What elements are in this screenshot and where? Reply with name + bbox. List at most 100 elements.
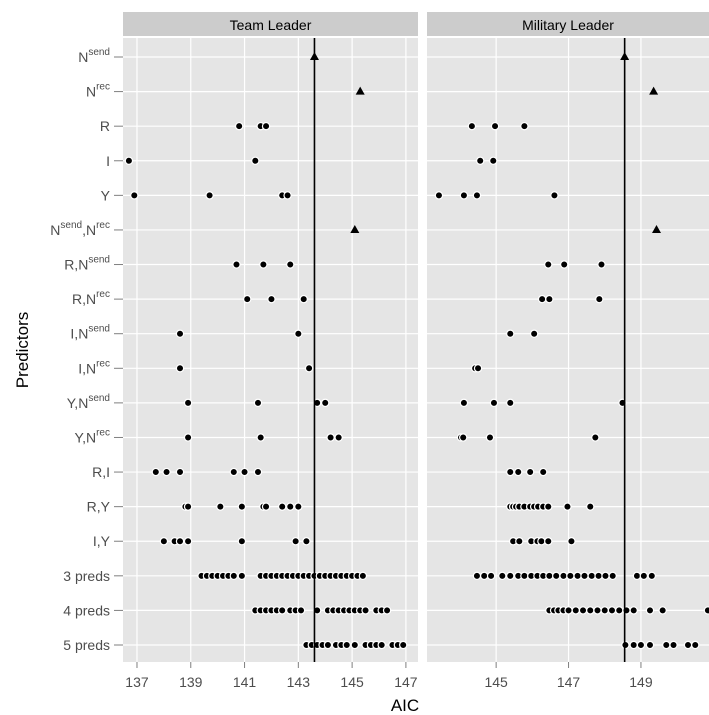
point (159, 537, 169, 546)
point (240, 467, 249, 477)
label-part: 5 preds (63, 637, 110, 653)
point (544, 537, 553, 546)
point (183, 398, 193, 408)
point (304, 364, 314, 373)
x-tick-label: 145 (340, 674, 364, 690)
point (205, 191, 214, 200)
point (578, 606, 588, 615)
label-part: send (60, 220, 82, 231)
x-tick-label: 139 (179, 674, 203, 690)
point (479, 571, 489, 581)
x-tick-label: 145 (484, 674, 508, 690)
point (361, 606, 370, 615)
point (151, 467, 161, 477)
point (506, 398, 515, 408)
point (563, 502, 572, 511)
point (229, 571, 238, 581)
label-part: N (86, 84, 96, 100)
point (326, 433, 335, 442)
point (312, 398, 322, 408)
point (544, 260, 553, 269)
point (175, 329, 185, 338)
point (594, 571, 603, 581)
point (573, 571, 582, 581)
point (515, 537, 524, 546)
point (162, 467, 171, 477)
point (467, 121, 477, 131)
point (472, 191, 482, 200)
point (639, 571, 649, 581)
point (175, 467, 185, 477)
point (597, 260, 606, 269)
point (183, 502, 193, 511)
label-part: N (78, 49, 88, 65)
label-part: rec (96, 289, 110, 300)
point (587, 571, 596, 581)
point (615, 606, 624, 615)
point (545, 294, 554, 304)
label-part: ,N (82, 222, 96, 238)
point (683, 640, 693, 650)
point (544, 502, 553, 511)
y-tick-label: Y (101, 187, 111, 203)
point (473, 364, 483, 373)
point (234, 121, 244, 131)
facet-title: Team Leader (230, 17, 312, 33)
point (291, 537, 300, 546)
point (550, 191, 559, 200)
label-part: rec (96, 220, 110, 231)
point (358, 571, 368, 581)
point (399, 640, 408, 650)
label-part: rec (96, 358, 110, 369)
point (229, 467, 238, 477)
point (237, 502, 247, 511)
point (476, 156, 485, 165)
point (595, 294, 604, 304)
label-part: rec (96, 82, 110, 93)
y-tick-label: R (100, 118, 110, 134)
label-part: Y,N (67, 395, 89, 411)
point (175, 364, 185, 373)
label-part: I,Y (93, 533, 111, 549)
triangle-point (350, 224, 360, 233)
point (334, 433, 343, 442)
point (237, 537, 247, 546)
point (645, 640, 655, 650)
point (629, 606, 638, 615)
point (296, 606, 306, 615)
point (632, 571, 642, 581)
x-tick-label: 147 (557, 674, 581, 690)
y-tick-label: Nsend (78, 47, 110, 65)
triangle-point (649, 86, 659, 95)
label-part: R,I (92, 464, 110, 480)
y-tick-label: Y,Nrec (75, 427, 110, 445)
point (259, 260, 268, 269)
point (323, 640, 333, 650)
point (283, 191, 292, 200)
label-part: 4 preds (63, 602, 110, 618)
point (559, 260, 569, 269)
x-tick-label: 149 (629, 674, 653, 690)
point (537, 294, 547, 304)
point (175, 537, 185, 546)
point (645, 606, 655, 615)
point (486, 571, 496, 581)
point (459, 433, 468, 442)
label-part: I,N (70, 326, 88, 342)
point (382, 606, 392, 615)
point (525, 467, 535, 477)
point (251, 156, 260, 165)
point (277, 502, 287, 511)
point (586, 502, 595, 511)
point (600, 606, 609, 615)
point (539, 467, 548, 477)
y-tick-label: I,Y (93, 533, 111, 549)
point (520, 571, 529, 581)
x-tick-label: 147 (394, 674, 418, 690)
facet-title: Military Leader (522, 17, 614, 33)
label-part: send (88, 47, 110, 58)
point (312, 606, 322, 615)
point (647, 571, 657, 581)
point (529, 329, 539, 338)
point (593, 606, 602, 615)
